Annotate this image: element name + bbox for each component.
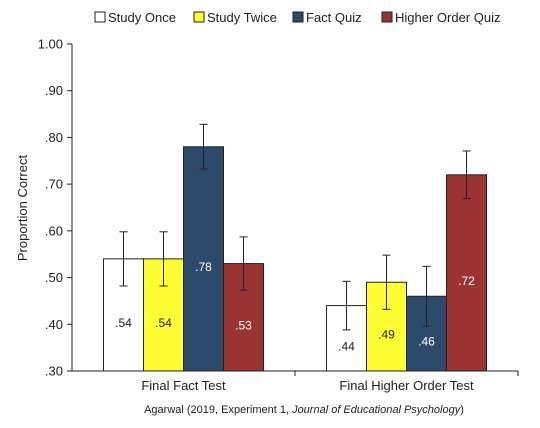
source-suffix: )	[460, 404, 464, 416]
legend-label-fact-quiz: Fact Quiz	[306, 10, 362, 25]
plot-area: .54 .54 .78 .53 .44 .49 .46 .72 .30 .40 .50 .60 .70…	[38, 37, 519, 393]
bar-fact-quiz	[183, 146, 224, 372]
data-label: .54	[155, 316, 172, 330]
legend-label-higher-order-quiz: Higher Order Quiz	[395, 10, 500, 25]
y-tick-label: .90	[45, 83, 63, 98]
bar-higher-order-quiz	[223, 263, 264, 372]
x-axis-categories: Final Fact Test Final Higher Order Test	[141, 371, 519, 393]
legend-swatch-higher-order-quiz	[381, 11, 393, 23]
y-tick-label: .30	[45, 364, 63, 379]
y-tick-label: .80	[45, 130, 63, 145]
legend: Study Once Study Twice Fact Quiz Higher Ord…	[94, 10, 500, 25]
legend-swatch-study-twice	[193, 11, 205, 23]
y-tick-label: .50	[45, 270, 63, 285]
y-axis-title: Proportion Correct	[15, 155, 30, 262]
data-label: .54	[115, 316, 132, 330]
data-label: .49	[378, 328, 395, 342]
data-label: .44	[338, 339, 355, 353]
data-label: .72	[458, 274, 475, 288]
legend-label-study-twice: Study Twice	[207, 10, 277, 25]
data-labels: .54 .54 .78 .53 .44 .49 .46 .72	[115, 260, 475, 353]
data-label: .46	[418, 335, 435, 349]
y-tick-label: 1.00	[38, 37, 63, 52]
data-label: .78	[195, 260, 212, 274]
x-category-label: Final Fact Test	[141, 378, 226, 393]
y-tick-label: .60	[45, 223, 63, 238]
data-label: .53	[235, 318, 252, 332]
y-axis-ticks: .30 .40 .50 .60 .70 .80 .90 1.00	[38, 37, 72, 379]
legend-label-study-once: Study Once	[108, 10, 176, 25]
legend-swatch-study-once	[94, 11, 106, 23]
error-bars	[119, 123, 471, 331]
source-journal: Journal of Educational Psychology	[291, 404, 462, 416]
x-category-label: Final Higher Order Test	[339, 378, 474, 393]
source-note: Agarwal (2019, Experiment 1, Journal of …	[144, 404, 464, 416]
bar-higher-order-quiz	[446, 174, 487, 372]
legend-swatch-fact-quiz	[292, 11, 304, 23]
y-tick-label: .40	[45, 317, 63, 332]
y-tick-label: .70	[45, 177, 63, 192]
source-prefix: Agarwal (2019, Experiment 1,	[144, 404, 292, 416]
